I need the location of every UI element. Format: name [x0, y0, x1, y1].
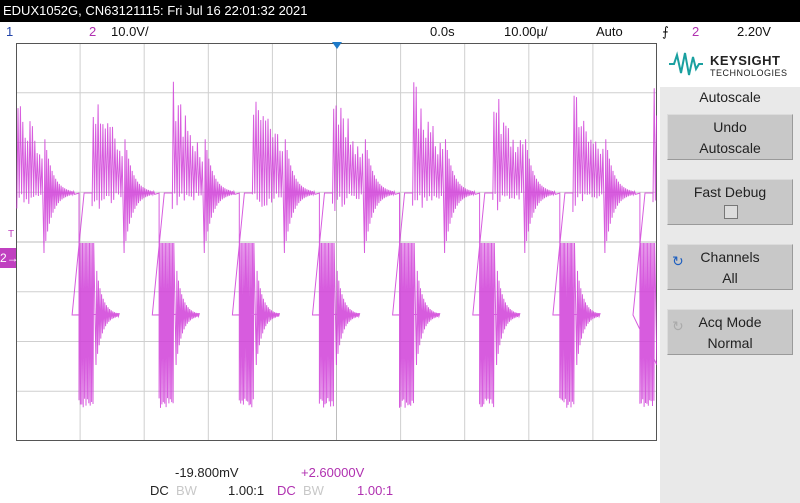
trigger-level-marker[interactable]: T: [8, 229, 15, 240]
trigger-slope-icon: ⨍: [662, 24, 669, 39]
channel-1-probe: 1.00:1: [228, 483, 265, 498]
channel-1-offset[interactable]: -19.800mV: [175, 465, 239, 480]
menu-title: Autoscale: [699, 89, 761, 105]
horizontal-delay: 0.0s: [430, 24, 455, 39]
channel-2-probe: 1.00:1: [357, 483, 394, 498]
softkey-label: Acq Mode: [698, 314, 762, 330]
keysight-wave-icon: [669, 51, 703, 76]
softkey-value: Normal: [707, 335, 753, 351]
rotate-knob-icon: ↻: [672, 253, 684, 269]
softkey-value: All: [722, 270, 738, 286]
softkey-label: Undo: [713, 119, 747, 135]
timebase-scale: 10.00µ/: [504, 24, 548, 39]
brand-subtitle: TECHNOLOGIES: [710, 68, 788, 78]
window-title-bar: EDUX1052G, CN63121115: Fri Jul 16 22:01:…: [0, 0, 800, 22]
softkey-label: Fast Debug: [693, 184, 767, 200]
window-title: EDUX1052G, CN63121115: Fri Jul 16 22:01:…: [3, 3, 308, 18]
trigger-time-marker[interactable]: [332, 42, 342, 49]
channel-2-coupling: DC: [277, 483, 296, 498]
brand-name: KEYSIGHT: [710, 53, 781, 68]
channel-2-label[interactable]: 2: [89, 24, 97, 39]
rotate-knob-icon: ↻: [672, 318, 684, 334]
undo-autoscale-button[interactable]: Undo Autoscale: [667, 114, 793, 160]
channel-2-ground-marker[interactable]: 2→: [0, 248, 19, 268]
softkey-panel: KEYSIGHT TECHNOLOGIES Autoscale Undo Aut…: [660, 43, 800, 503]
channel-1-label[interactable]: 1: [6, 24, 14, 39]
trigger-level: 2.20V: [737, 24, 771, 39]
channel-2-scale: 10.0V/: [111, 24, 149, 39]
channel-info-bar: -19.800mV +2.60000V DC BW 1.00:1 DC BW 1…: [0, 462, 660, 503]
channel-1-coupling: DC: [150, 483, 169, 498]
trigger-mode: Auto: [596, 24, 623, 39]
softkey-label: Autoscale: [699, 140, 761, 156]
acq-mode-button[interactable]: ↻ Acq Mode Normal: [667, 309, 793, 355]
channel-1-bw-limit: BW: [176, 483, 197, 498]
channel-2-trace: [16, 81, 657, 408]
fast-debug-button[interactable]: Fast Debug: [667, 179, 793, 225]
trigger-source: 2: [692, 24, 700, 39]
keysight-logo: KEYSIGHT TECHNOLOGIES: [660, 43, 800, 87]
fast-debug-checkbox[interactable]: [724, 205, 738, 219]
channel-2-bw-limit: BW: [303, 483, 324, 498]
waveform-path: [16, 81, 657, 408]
softkey-label: Channels: [700, 249, 760, 265]
channel-2-offset[interactable]: +2.60000V: [301, 465, 365, 480]
channels-button[interactable]: ↻ Channels All: [667, 244, 793, 290]
waveform-display[interactable]: [16, 43, 657, 441]
status-bar: 1 2 10.0V/ 0.0s 10.00µ/ Auto ⨍ 2 2.20V: [0, 22, 800, 42]
